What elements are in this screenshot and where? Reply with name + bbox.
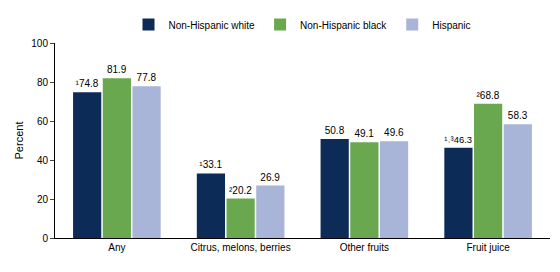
svg-text:Non-Hispanic black: Non-Hispanic black <box>300 20 387 31</box>
svg-text:81.9: 81.9 <box>107 64 127 75</box>
svg-text:0: 0 <box>42 233 48 244</box>
svg-text:49.1: 49.1 <box>354 128 374 139</box>
svg-text:100: 100 <box>31 38 48 49</box>
svg-text:77.8: 77.8 <box>137 72 157 83</box>
svg-text:Hispanic: Hispanic <box>432 20 470 31</box>
svg-text:Percent: Percent <box>13 122 25 160</box>
svg-text:Fruit juice: Fruit juice <box>466 242 510 253</box>
svg-text:58.3: 58.3 <box>508 110 528 121</box>
svg-text:¹33.1: ¹33.1 <box>199 159 222 170</box>
svg-text:Non-Hispanic white: Non-Hispanic white <box>169 20 256 31</box>
svg-text:60: 60 <box>37 116 49 127</box>
svg-text:50.8: 50.8 <box>325 125 345 136</box>
svg-text:20: 20 <box>37 194 49 205</box>
svg-text:¹˒³46.3: ¹˒³46.3 <box>444 134 472 145</box>
svg-text:Citrus, melons, berries: Citrus, melons, berries <box>191 242 291 253</box>
svg-text:¹74.8: ¹74.8 <box>76 78 99 89</box>
svg-text:Any: Any <box>108 242 125 253</box>
svg-text:²20.2: ²20.2 <box>229 185 252 196</box>
svg-text:49.6: 49.6 <box>384 127 404 138</box>
svg-text:26.9: 26.9 <box>260 172 280 183</box>
svg-text:80: 80 <box>37 77 49 88</box>
svg-text:Other fruits: Other fruits <box>340 242 389 253</box>
svg-text:²68.8: ²68.8 <box>477 90 500 101</box>
svg-text:40: 40 <box>37 155 49 166</box>
